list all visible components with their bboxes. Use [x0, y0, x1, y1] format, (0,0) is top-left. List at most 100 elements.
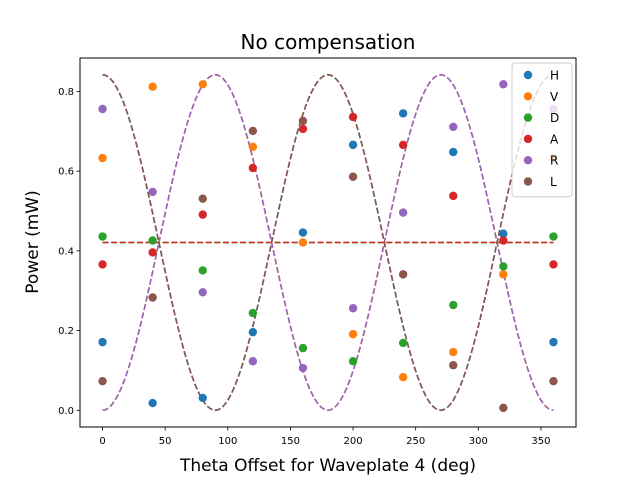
x-axis-label: Theta Offset for Waveplate 4 (deg) — [179, 456, 476, 476]
point-A-8 — [499, 236, 508, 245]
y-tick-label: 0.2 — [58, 326, 74, 337]
point-R-5 — [348, 304, 358, 313]
point-H-5 — [348, 140, 358, 150]
x-tick-label: 150 — [281, 436, 300, 447]
point-L-6 — [398, 270, 408, 279]
point-D-8 — [499, 262, 508, 271]
y-axis-ticks: 0.0 0.2 0.4 0.6 0.8 — [58, 87, 80, 417]
point-R-0 — [98, 104, 107, 114]
point-L-4 — [298, 116, 308, 126]
point-D-0 — [98, 232, 107, 241]
legend-marker-A — [523, 134, 533, 144]
point-A-1 — [148, 248, 157, 257]
chart-title: No compensation — [241, 30, 416, 54]
point-H-4 — [298, 228, 308, 237]
point-L-5 — [348, 172, 358, 181]
legend-label-D: D — [550, 111, 559, 125]
series-L — [98, 116, 558, 413]
legend-marker-D — [523, 113, 533, 122]
point-A-7 — [449, 191, 458, 201]
point-H-2 — [198, 393, 207, 403]
point-A-4 — [298, 124, 308, 134]
point-A-5 — [348, 112, 358, 122]
point-V-8 — [499, 270, 508, 279]
point-R-2 — [198, 288, 207, 297]
y-tick-label: 0.0 — [58, 406, 74, 417]
x-tick-label: 0 — [99, 436, 105, 447]
point-V-2 — [198, 80, 207, 89]
point-D-6 — [398, 338, 408, 348]
point-A-2 — [198, 210, 207, 219]
point-V-3 — [248, 142, 258, 152]
legend-marker-V — [523, 92, 533, 101]
fit-curve-5 — [102, 73, 554, 412]
point-L-3 — [248, 126, 258, 136]
point-L-8 — [499, 403, 508, 413]
point-H-0 — [98, 337, 107, 347]
point-A-9 — [549, 260, 558, 269]
point-D-3 — [248, 308, 258, 318]
point-H-1 — [148, 398, 157, 408]
point-R-8 — [499, 80, 508, 89]
point-L-0 — [98, 376, 107, 386]
legend-label-H: H — [550, 69, 559, 83]
point-H-6 — [398, 109, 408, 118]
point-H-9 — [549, 337, 558, 347]
point-V-5 — [348, 329, 358, 339]
y-tick-label: 0.8 — [58, 87, 74, 98]
series-A — [98, 112, 558, 269]
x-tick-label: 250 — [406, 436, 425, 447]
legend-label-R: R — [550, 154, 558, 168]
series-H — [98, 109, 558, 408]
point-L-1 — [148, 293, 157, 302]
point-D-9 — [549, 232, 558, 241]
point-H-3 — [248, 327, 258, 337]
y-tick-label: 0.6 — [58, 167, 74, 178]
x-tick-label: 200 — [344, 436, 363, 447]
point-D-5 — [348, 357, 358, 366]
point-D-1 — [148, 236, 157, 245]
point-L-2 — [198, 194, 207, 203]
point-H-7 — [449, 147, 458, 157]
series-R — [98, 80, 558, 373]
fit-curves — [102, 73, 554, 412]
legend-box — [511, 62, 573, 198]
point-D-7 — [449, 300, 458, 310]
legend-label-L: L — [550, 175, 557, 189]
point-A-0 — [98, 260, 107, 269]
point-H-8 — [499, 229, 508, 238]
series-D — [98, 232, 558, 366]
legend-marker-L — [523, 177, 533, 186]
x-tick-label: 100 — [218, 436, 237, 447]
data-points — [98, 80, 558, 413]
point-R-3 — [248, 357, 258, 366]
point-R-1 — [148, 187, 157, 197]
point-L-7 — [449, 361, 458, 370]
point-R-7 — [449, 122, 458, 132]
y-axis-label: Power (mW) — [23, 190, 43, 293]
legend-marker-H — [523, 70, 533, 80]
x-tick-label: 350 — [531, 436, 550, 447]
point-R-4 — [298, 363, 308, 373]
point-V-7 — [449, 347, 458, 357]
point-L-9 — [549, 376, 558, 386]
point-D-2 — [198, 266, 207, 275]
point-D-4 — [298, 343, 308, 353]
point-V-0 — [98, 153, 107, 163]
x-tick-label: 300 — [469, 436, 488, 447]
point-A-3 — [248, 163, 258, 173]
legend-label-A: A — [550, 132, 559, 146]
legend-marker-R — [523, 156, 533, 165]
point-A-6 — [398, 140, 408, 150]
plot-frame — [79, 57, 577, 428]
point-V-4 — [298, 238, 308, 247]
y-tick-label: 0.4 — [58, 246, 74, 257]
fit-curve-4 — [102, 73, 554, 412]
x-tick-label: 50 — [159, 436, 172, 447]
point-V-6 — [398, 372, 408, 382]
x-axis-ticks: 0 50 100 150 200 250 300 350 — [99, 427, 550, 447]
point-V-1 — [148, 82, 157, 91]
